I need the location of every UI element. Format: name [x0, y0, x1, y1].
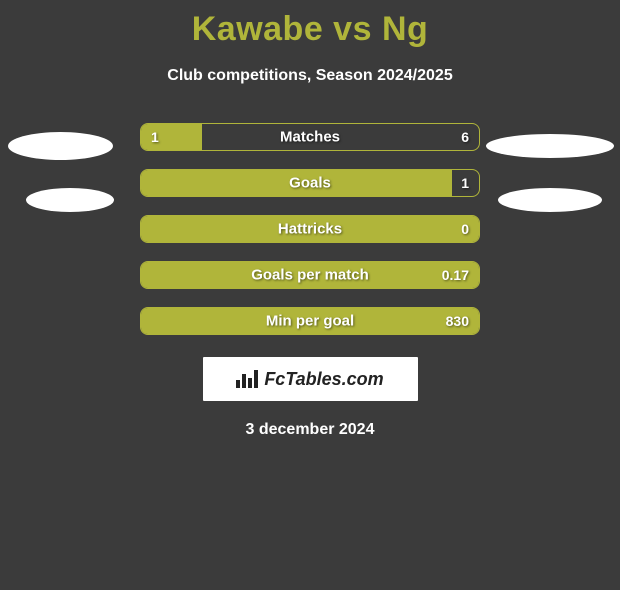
player-badge-left-2 [26, 188, 114, 212]
player-badge-right-2 [498, 188, 602, 212]
stat-label: Matches [280, 129, 340, 146]
chart-icon [236, 370, 258, 388]
stat-label: Goals per match [251, 267, 369, 284]
date-text: 3 december 2024 [0, 421, 620, 439]
stat-label: Goals [289, 175, 331, 192]
stat-label: Hattricks [278, 221, 342, 238]
stat-row-matches: 1 Matches 6 [140, 123, 480, 151]
page-title: Kawabe vs Ng [0, 10, 620, 49]
stat-right-value: 0.17 [442, 267, 469, 283]
stat-row-min-per-goal: Min per goal 830 [140, 307, 480, 335]
stats-container: 1 Matches 6 Goals 1 Hattricks 0 Goals pe… [140, 123, 480, 335]
subtitle: Club competitions, Season 2024/2025 [0, 67, 620, 85]
stat-row-hattricks: Hattricks 0 [140, 215, 480, 243]
stat-right-value: 830 [446, 313, 469, 329]
brand-box[interactable]: FcTables.com [203, 357, 418, 401]
stat-right-value: 0 [461, 221, 469, 237]
brand-text: FcTables.com [264, 369, 383, 390]
stat-right-value: 1 [461, 175, 469, 191]
stat-right-value: 6 [461, 129, 469, 145]
stat-row-goals: Goals 1 [140, 169, 480, 197]
stat-label: Min per goal [266, 313, 354, 330]
stat-row-goals-per-match: Goals per match 0.17 [140, 261, 480, 289]
player-badge-right-1 [486, 134, 614, 158]
stat-left-value: 1 [151, 129, 159, 145]
player-badge-left-1 [8, 132, 113, 160]
